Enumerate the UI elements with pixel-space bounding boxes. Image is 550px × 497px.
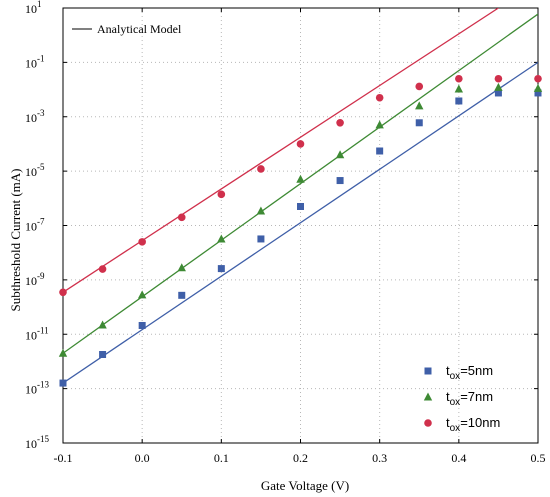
x-tick-label: 0.4	[451, 451, 466, 465]
data-point-tox=5nm	[178, 291, 186, 299]
data-point-tox=10nm	[455, 74, 463, 83]
model-line-tox=10nm	[63, 8, 499, 293]
data-point-tox=5nm	[59, 379, 67, 387]
data-point-tox=10nm	[59, 288, 67, 297]
data-point-tox=5nm	[297, 202, 304, 210]
data-point-tox=10nm	[217, 190, 226, 199]
model-legend: Analytical Model	[72, 22, 182, 36]
model-legend-label: Analytical Model	[97, 22, 182, 36]
data-point-tox=5nm	[336, 177, 344, 185]
data-point-tox=10nm	[494, 74, 503, 83]
data-point-tox=5nm	[257, 235, 265, 243]
axis-ticks: -0.1 0.0 0.1 0.2 0.3 0.4 0.5 101 10-1 10-3 10-5 10-…	[25, 0, 546, 465]
data-point-tox=7nm	[533, 83, 543, 92]
data-point-tox=10nm	[534, 74, 542, 83]
legend-marker-tox=7nm	[423, 392, 433, 401]
data-point-tox=10nm	[177, 213, 186, 222]
x-tick-label: 0.5	[531, 451, 546, 465]
legend-label-tox=7nm: tox=7nm	[446, 389, 493, 408]
data-point-tox=7nm	[256, 206, 266, 215]
data-point-tox=7nm	[415, 101, 424, 110]
y-axis-title: Subthreshold Current (mA)	[8, 169, 23, 312]
data-point-tox=10nm	[375, 93, 384, 102]
data-point-tox=5nm	[455, 97, 463, 105]
data-point-tox=5nm	[138, 321, 146, 329]
x-tick-label: -0.1	[54, 451, 73, 465]
data-point-tox=10nm	[138, 238, 146, 246]
data-markers	[58, 74, 543, 387]
y-tick-label: 10-7	[25, 217, 45, 234]
data-point-tox=7nm	[98, 320, 107, 329]
x-tick-label: 0.1	[214, 451, 229, 465]
data-point-tox=5nm	[534, 89, 542, 97]
y-tick-label: 10-5	[25, 162, 45, 179]
x-tick-label: 0.0	[135, 451, 150, 465]
x-axis-title: Gate Voltage (V)	[261, 478, 349, 493]
data-point-tox=7nm	[217, 234, 226, 243]
data-point-tox=5nm	[376, 147, 384, 155]
legend-label-tox=10nm: tox=10nm	[446, 415, 500, 434]
data-point-tox=7nm	[137, 290, 147, 299]
data-point-tox=5nm	[217, 265, 225, 273]
data-point-tox=5nm	[494, 89, 502, 97]
legend-label-tox=5nm: tox=5nm	[446, 363, 493, 382]
x-tick-label: 0.3	[372, 451, 387, 465]
legend-marker-tox=10nm	[424, 419, 432, 427]
data-point-tox=10nm	[257, 165, 265, 173]
data-point-tox=7nm	[335, 150, 345, 159]
data-point-tox=10nm	[415, 82, 424, 91]
data-point-tox=5nm	[99, 350, 107, 358]
data-point-tox=7nm	[454, 84, 464, 93]
data-point-tox=7nm	[296, 174, 305, 183]
data-point-tox=10nm	[98, 265, 107, 273]
y-tick-label: 10-15	[25, 434, 49, 451]
y-tick-label: 10-1	[25, 53, 45, 70]
y-tick-label: 101	[25, 0, 42, 16]
legend-marker-tox=5nm	[424, 367, 432, 375]
data-point-tox=5nm	[415, 119, 423, 127]
series-legend: tox=5nm tox=7nm tox=10nm	[423, 363, 500, 434]
data-point-tox=10nm	[336, 118, 344, 127]
y-tick-label: 10-13	[25, 380, 49, 397]
data-point-tox=7nm	[177, 263, 186, 272]
model-line-tox=5nm	[63, 61, 538, 384]
data-point-tox=10nm	[296, 140, 305, 148]
y-tick-label: 10-9	[25, 271, 45, 288]
data-point-tox=7nm	[58, 348, 68, 357]
data-point-tox=7nm	[494, 82, 503, 91]
y-tick-label: 10-11	[25, 325, 49, 342]
x-tick-label: 0.2	[293, 451, 308, 465]
data-point-tox=7nm	[375, 120, 384, 129]
y-tick-label: 10-3	[25, 108, 45, 125]
